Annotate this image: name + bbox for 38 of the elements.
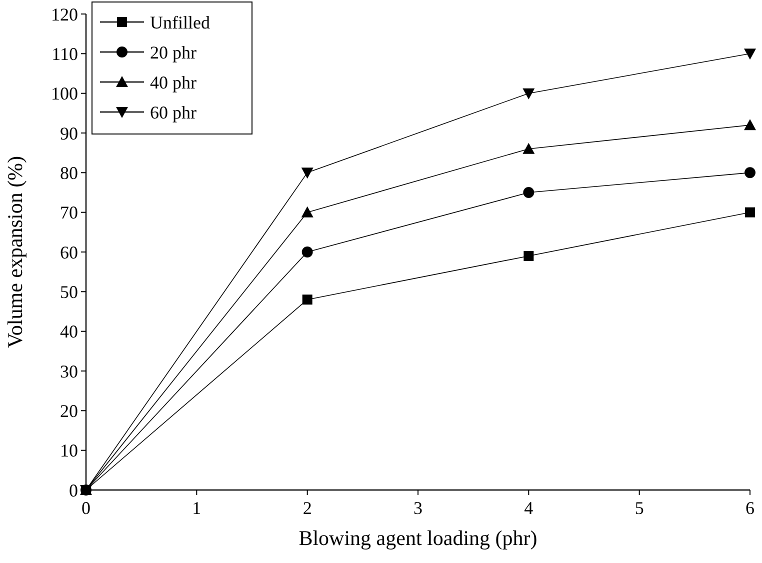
x-tick-label: 0 xyxy=(82,498,90,518)
x-tick-label: 1 xyxy=(192,498,202,518)
y-tick-label: 30 xyxy=(60,361,78,382)
y-tick-label: 60 xyxy=(60,242,78,262)
x-tick-label: 3 xyxy=(414,498,422,518)
y-tick-label: 110 xyxy=(52,44,78,64)
point xyxy=(302,246,313,258)
point xyxy=(302,294,312,305)
y-tick-label: 80 xyxy=(60,162,78,183)
y-tick-label: 50 xyxy=(60,282,78,302)
point xyxy=(301,168,314,179)
x-axis-title: Blowing agent loading (phr) xyxy=(298,526,538,550)
legend-label: 40 phr xyxy=(150,72,196,92)
y-tick-label: 20 xyxy=(60,400,78,421)
legend-label: Unfilled xyxy=(150,12,210,32)
legend-label: 20 phr xyxy=(150,42,196,62)
y-tick-label: 120 xyxy=(51,4,78,24)
point xyxy=(745,207,755,218)
x-tick-label: 6 xyxy=(746,498,754,518)
x-tick-label: 4 xyxy=(524,498,534,518)
y-tick-label: 40 xyxy=(60,322,78,342)
y-tick-label: 100 xyxy=(51,84,78,104)
y-tick-label: 70 xyxy=(60,202,78,223)
point xyxy=(744,119,756,130)
y-tick-label: 10 xyxy=(60,440,78,461)
legend-label: 60 phr xyxy=(150,102,196,122)
point xyxy=(523,187,534,198)
point xyxy=(522,88,535,100)
point xyxy=(301,206,314,218)
point xyxy=(744,167,756,178)
y-axis-title: Volume expansion (%) xyxy=(2,156,27,348)
y-tick-label: 90 xyxy=(60,123,78,144)
point xyxy=(744,48,756,60)
x-tick-label: 5 xyxy=(634,498,644,518)
point xyxy=(522,142,535,154)
y-tick-label: 0 xyxy=(69,480,78,500)
point xyxy=(524,250,534,261)
x-tick-label: 2 xyxy=(302,498,312,518)
